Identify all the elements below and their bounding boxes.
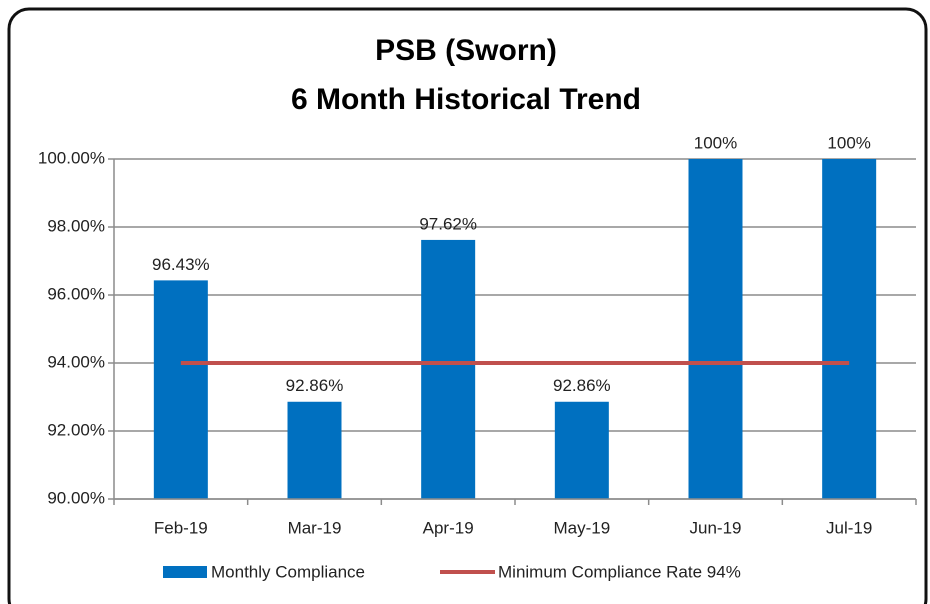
data-label: 100%	[827, 133, 870, 152]
bar	[822, 159, 877, 499]
y-tick-label: 100.00%	[38, 148, 105, 167]
chart-title: PSB (Sworn)	[375, 34, 557, 67]
y-tick-label: 94.00%	[47, 352, 105, 371]
y-tick-label: 92.00%	[47, 420, 105, 439]
data-label: 97.62%	[419, 214, 477, 233]
data-label: 96.43%	[152, 255, 210, 274]
y-tick-label: 98.00%	[47, 216, 105, 235]
data-label: 92.86%	[553, 376, 611, 395]
bar	[688, 159, 743, 499]
data-label: 100%	[694, 133, 737, 152]
x-tick-label: Feb-19	[154, 518, 208, 537]
x-tick-label: May-19	[553, 518, 610, 537]
y-tick-label: 96.00%	[47, 284, 105, 303]
x-tick-label: Jul-19	[826, 518, 872, 537]
bar	[153, 280, 208, 499]
bar	[287, 401, 342, 499]
data-label: 92.86%	[286, 376, 344, 395]
x-tick-label: Mar-19	[288, 518, 342, 537]
x-tick-label: Jun-19	[690, 518, 742, 537]
legend-label: Monthly Compliance	[211, 562, 365, 581]
legend-swatch	[163, 566, 207, 578]
legend-label: Minimum Compliance Rate 94%	[498, 562, 741, 581]
bar	[554, 401, 609, 499]
x-tick-label: Apr-19	[423, 518, 474, 537]
y-tick-label: 90.00%	[47, 488, 105, 507]
bar	[421, 239, 476, 500]
chart-subtitle: 6 Month Historical Trend	[291, 83, 641, 116]
